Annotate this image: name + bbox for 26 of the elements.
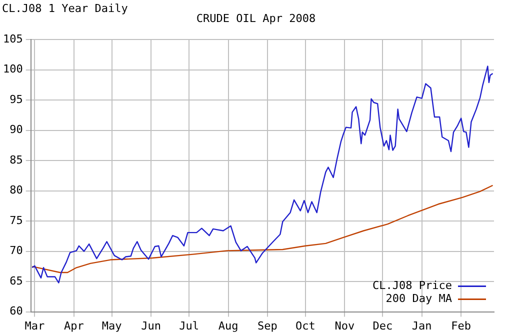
chart-subtitle: CL.J08 1 Year Daily <box>2 2 128 15</box>
y-tick-label: 75 <box>10 214 23 227</box>
x-tick-label: Oct <box>296 319 316 332</box>
x-tick-label: Aug <box>218 319 238 332</box>
y-tick-label: 60 <box>10 304 23 318</box>
x-tick-label: Jun <box>141 319 162 332</box>
x-tick-label: Jul <box>179 319 199 332</box>
legend-label: CL.J08 Price <box>372 279 452 292</box>
x-tick-label: Sep <box>258 319 278 332</box>
chart-title: CRUDE OIL Apr 2008 <box>196 12 316 25</box>
y-tick-label: 90 <box>10 123 23 136</box>
x-tick-label: Apr <box>64 319 84 332</box>
y-tick-label: 80 <box>10 184 23 197</box>
y-tick-label: 95 <box>10 92 23 106</box>
y-tick-label: 65 <box>10 274 23 288</box>
x-tick-label: Feb <box>451 319 472 332</box>
x-tick-label: Dec <box>372 319 393 332</box>
legend-label: 200 Day MA <box>386 292 452 306</box>
x-tick-label: May <box>102 319 122 332</box>
y-tick-label: 85 <box>10 153 23 166</box>
x-tick-label: Nov <box>334 319 355 332</box>
y-tick-label: 105 <box>2 32 23 46</box>
y-tick-label: 100 <box>2 62 23 76</box>
x-tick-label: Jan <box>412 319 432 332</box>
y-tick-label: 70 <box>10 244 23 258</box>
x-tick-label: Mar <box>24 319 45 332</box>
